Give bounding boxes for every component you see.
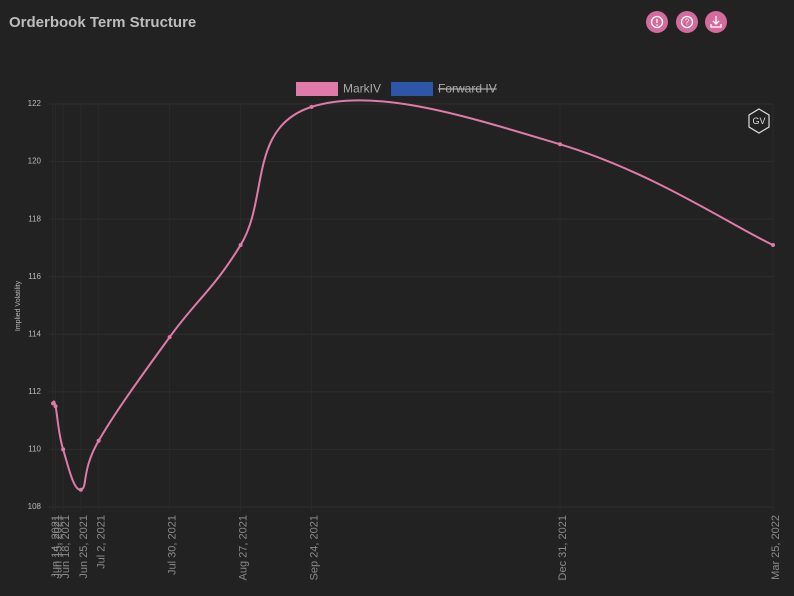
y-tick-label: 108 xyxy=(28,502,42,511)
y-tick-label: 120 xyxy=(28,157,42,166)
point xyxy=(96,438,101,443)
info-button[interactable] xyxy=(646,11,668,33)
point xyxy=(53,404,58,409)
legend-swatch xyxy=(391,82,434,96)
x-tick-label: Jun 14, 2021 xyxy=(50,515,62,579)
point xyxy=(238,243,243,248)
point xyxy=(167,335,172,340)
y-tick-label: 122 xyxy=(28,99,42,108)
x-tick-label: Sep 24, 2021 xyxy=(308,515,320,580)
x-tick-label: Jul 30, 2021 xyxy=(167,515,179,575)
x-tick-label: Mar 25, 2022 xyxy=(770,515,782,580)
y-tick-label: 118 xyxy=(28,214,41,223)
y-axis-label: Implied Volatility xyxy=(15,280,22,331)
x-tick-label: Jun 18, 2021 xyxy=(60,515,72,579)
y-tick-label: 114 xyxy=(28,329,41,338)
point xyxy=(771,243,775,248)
chart-title: Orderbook Term Structure xyxy=(9,14,196,31)
x-tick-label: Aug 27, 2021 xyxy=(238,515,250,580)
y-tick-label: 116 xyxy=(28,272,41,281)
x-tick-label: Jun 15, 2021 xyxy=(52,515,64,579)
point xyxy=(61,447,66,452)
svg-text:?: ? xyxy=(685,18,690,27)
legend-label: Forward IV xyxy=(438,82,497,96)
point xyxy=(558,142,563,147)
point xyxy=(78,487,83,492)
watermark-text: GV xyxy=(752,116,765,126)
x-tick-label: Dec 31, 2021 xyxy=(557,515,569,580)
x-tick-label: Jul 2, 2021 xyxy=(96,515,108,569)
legend-swatch xyxy=(296,82,338,96)
help-button[interactable]: ? xyxy=(676,11,698,33)
y-tick-label: 110 xyxy=(28,445,41,454)
x-tick-label: Jun 25, 2021 xyxy=(78,515,90,579)
legend-label: MarkIV xyxy=(343,82,381,96)
watermark: GV xyxy=(748,108,770,134)
y-tick-label: 112 xyxy=(28,387,41,396)
point xyxy=(51,401,55,406)
download-button[interactable] xyxy=(705,11,727,33)
point xyxy=(309,104,314,109)
